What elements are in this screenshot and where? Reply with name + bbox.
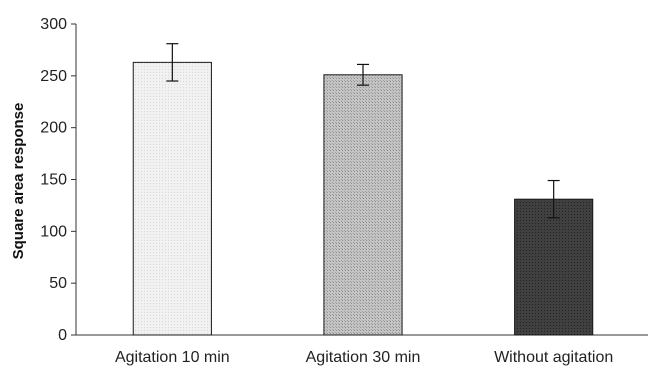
bar-2	[323, 74, 403, 336]
bar-3	[514, 198, 594, 336]
y-tick-label: 250	[40, 68, 67, 85]
y-tick-label: 200	[40, 120, 67, 137]
y-tick-label: 300	[40, 16, 67, 33]
bar-1	[132, 61, 212, 336]
y-axis-ticks: 0 50 100 150 200 250 300	[40, 16, 76, 344]
error-bars	[166, 43, 560, 219]
y-tick-label: 150	[40, 172, 67, 189]
x-category-label: Agitation 10 min	[115, 349, 230, 366]
y-tick-label: 100	[40, 223, 67, 240]
x-category-label: Agitation 30 min	[306, 349, 421, 366]
y-tick-label: 0	[58, 327, 67, 344]
bar-series	[132, 61, 594, 336]
x-axis-category-labels: Agitation 10 min Agitation 30 min Without …	[115, 349, 613, 366]
x-category-label: Without agitation	[494, 349, 613, 366]
y-axis-title: Square area response	[10, 103, 27, 260]
y-tick-label: 50	[49, 275, 67, 292]
